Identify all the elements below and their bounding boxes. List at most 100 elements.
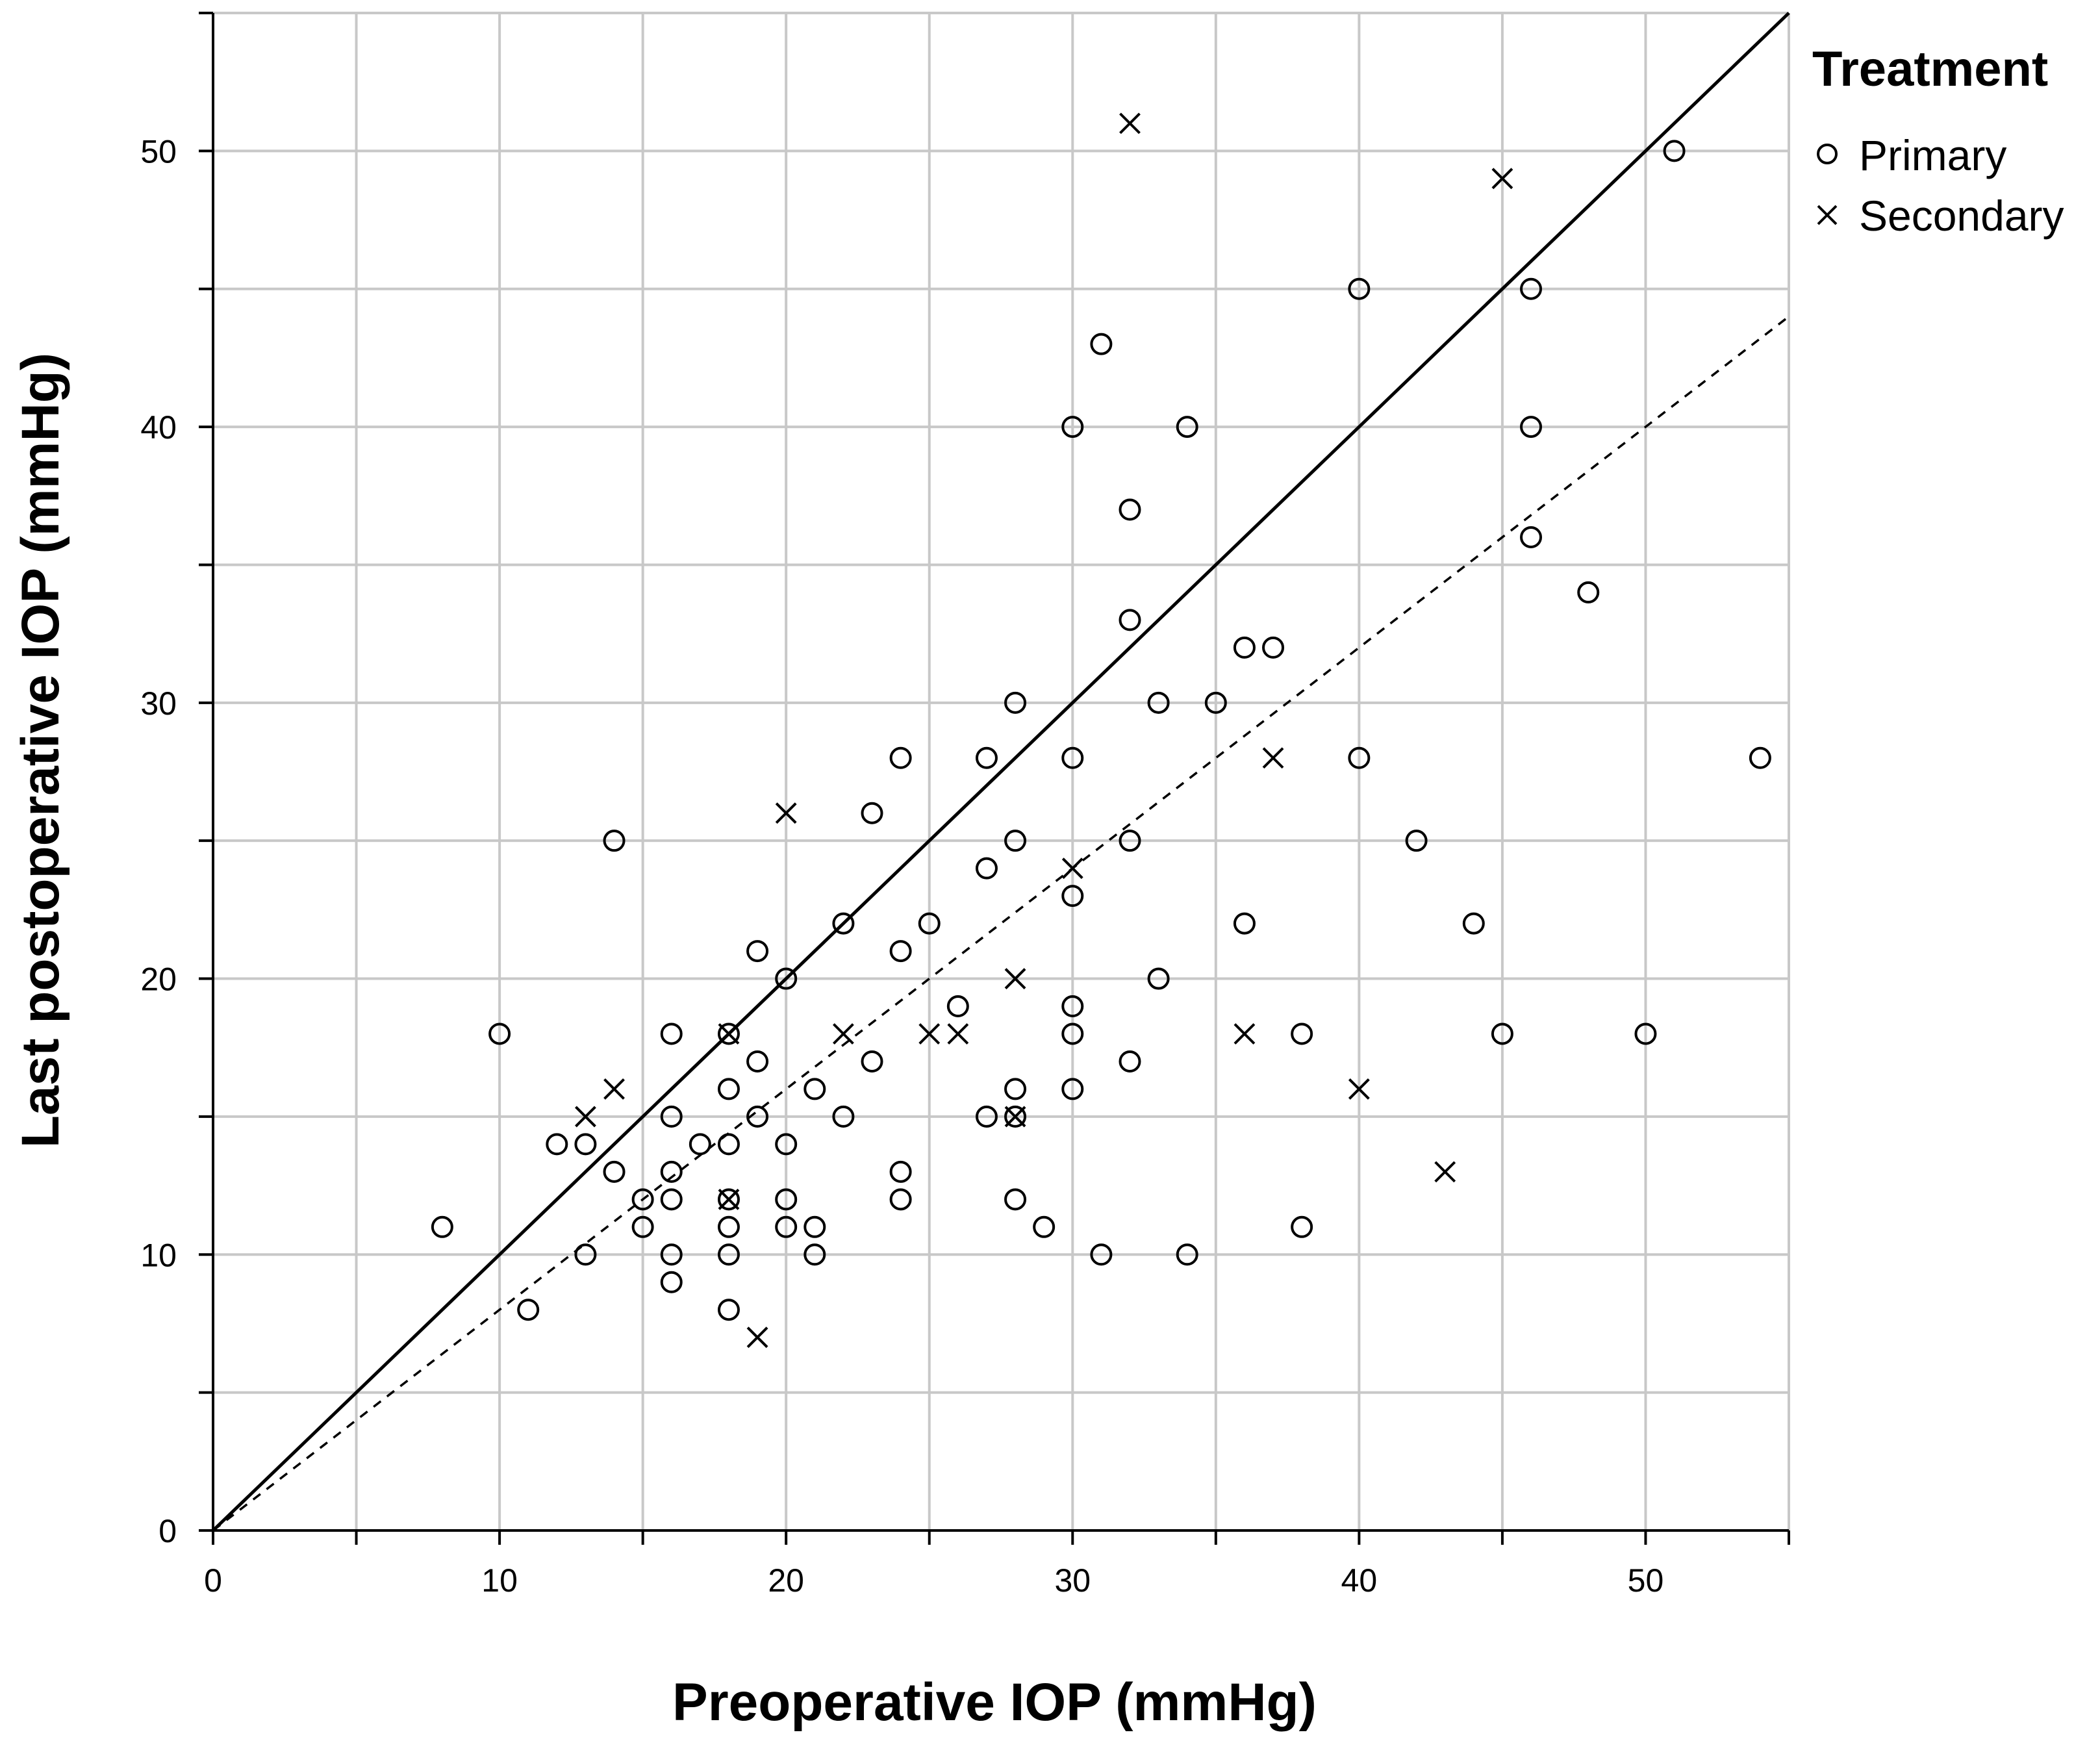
secondary-point — [718, 1188, 740, 1210]
x-tick-label: 20 — [768, 1562, 804, 1599]
primary-point — [717, 1243, 740, 1266]
primary-point — [1491, 1022, 1513, 1045]
primary-point — [1061, 1022, 1084, 1045]
primary-point — [861, 1050, 883, 1073]
primary-point — [1147, 691, 1170, 714]
secondary-point — [746, 1326, 768, 1349]
primary-point — [660, 1243, 683, 1266]
secondary-point-stroke — [1491, 168, 1513, 190]
primary-point — [1520, 416, 1543, 438]
secondary-point — [1061, 857, 1083, 880]
primary-point — [431, 1215, 453, 1238]
primary-point — [603, 830, 626, 852]
legend-label-primary: Primary — [1859, 131, 2006, 179]
primary-point — [775, 1133, 798, 1156]
secondary-point-stroke — [1004, 1106, 1026, 1128]
primary-point — [1119, 830, 1141, 852]
primary-point — [775, 1188, 798, 1211]
primary-point — [803, 1215, 826, 1238]
primary-point — [1061, 416, 1084, 438]
primary-point — [631, 1188, 654, 1211]
primary-point — [717, 1133, 740, 1156]
y-tick-label: 50 — [140, 133, 177, 170]
primary-point — [1291, 1022, 1313, 1045]
primary-point — [1462, 912, 1485, 935]
legend-title: Treatment — [1812, 42, 2048, 97]
primary-point — [1061, 885, 1084, 908]
primary-point — [1004, 1105, 1027, 1128]
primary-point — [975, 746, 998, 769]
primary-point — [1520, 526, 1543, 548]
identity-line — [212, 12, 1790, 1532]
primary-point — [746, 940, 769, 963]
primary-point — [1033, 1215, 1056, 1238]
primary-point — [1520, 277, 1543, 300]
primary-point — [1090, 1243, 1113, 1266]
x-tick-label: 40 — [1341, 1562, 1378, 1599]
primary-point — [803, 1078, 826, 1100]
primary-point — [832, 1105, 855, 1128]
secondary-point-stroke — [1061, 857, 1083, 880]
x-axis-title: Preoperative IOP (mmHg) — [672, 1673, 1317, 1732]
axes: 0 10 20 30 40 50 0 10 20 30 40 50 — [140, 12, 1790, 1599]
y-tick-label: 0 — [158, 1513, 177, 1549]
fit-line — [212, 315, 1790, 1532]
primary-point — [1233, 912, 1256, 935]
primary-point — [1348, 277, 1371, 300]
secondary-point-stroke — [718, 1188, 740, 1210]
y-tick-label: 30 — [140, 685, 177, 722]
secondary-point-stroke — [1233, 1023, 1256, 1045]
primary-point — [660, 1022, 683, 1045]
data-points — [431, 112, 1771, 1349]
primary-point — [1262, 636, 1285, 659]
primary-point — [717, 1215, 740, 1238]
primary-point — [889, 940, 912, 963]
primary-point — [975, 1105, 998, 1128]
primary-point — [1204, 691, 1227, 714]
primary-point — [1119, 1050, 1141, 1073]
secondary-point-stroke — [603, 1078, 625, 1100]
secondary-point — [1233, 1023, 1256, 1045]
secondary-point — [1491, 168, 1513, 190]
primary-point — [1004, 691, 1027, 714]
primary-point — [832, 912, 855, 935]
legend-circle-marker — [1817, 144, 1838, 164]
primary-point — [1061, 1078, 1084, 1100]
secondary-point-stroke — [918, 1023, 941, 1045]
primary-point — [889, 1188, 912, 1211]
primary-point — [1634, 1022, 1657, 1045]
primary-point — [946, 995, 969, 1018]
y-tick-label: 20 — [140, 961, 177, 998]
secondary-point-stroke — [1262, 747, 1284, 769]
primary-point — [918, 912, 941, 935]
secondary-point — [775, 802, 797, 824]
primary-point — [889, 746, 912, 769]
primary-point — [1119, 609, 1141, 631]
primary-point — [746, 1105, 769, 1128]
primary-point — [1749, 746, 1771, 769]
primary-point — [1090, 333, 1113, 355]
primary-point — [574, 1243, 597, 1266]
reference-lines — [212, 12, 1790, 1532]
primary-point — [1176, 416, 1198, 438]
secondary-point — [1004, 968, 1026, 989]
primary-point — [546, 1133, 568, 1156]
primary-point — [517, 1299, 540, 1321]
secondary-point-stroke — [832, 1023, 854, 1045]
primary-point — [603, 1160, 626, 1183]
primary-point — [1004, 830, 1027, 852]
primary-point — [1004, 1188, 1027, 1211]
secondary-point-stroke — [575, 1106, 596, 1128]
primary-point — [574, 1133, 597, 1156]
x-tick-label: 30 — [1054, 1562, 1091, 1599]
secondary-point — [1004, 1106, 1026, 1128]
primary-point — [1663, 140, 1686, 162]
primary-point — [889, 1160, 912, 1183]
primary-point — [1147, 967, 1170, 990]
primary-point — [660, 1188, 683, 1211]
primary-point — [488, 1022, 511, 1045]
secondary-point — [603, 1078, 625, 1100]
secondary-point-stroke — [718, 1023, 740, 1045]
secondary-point-stroke — [1434, 1161, 1456, 1183]
